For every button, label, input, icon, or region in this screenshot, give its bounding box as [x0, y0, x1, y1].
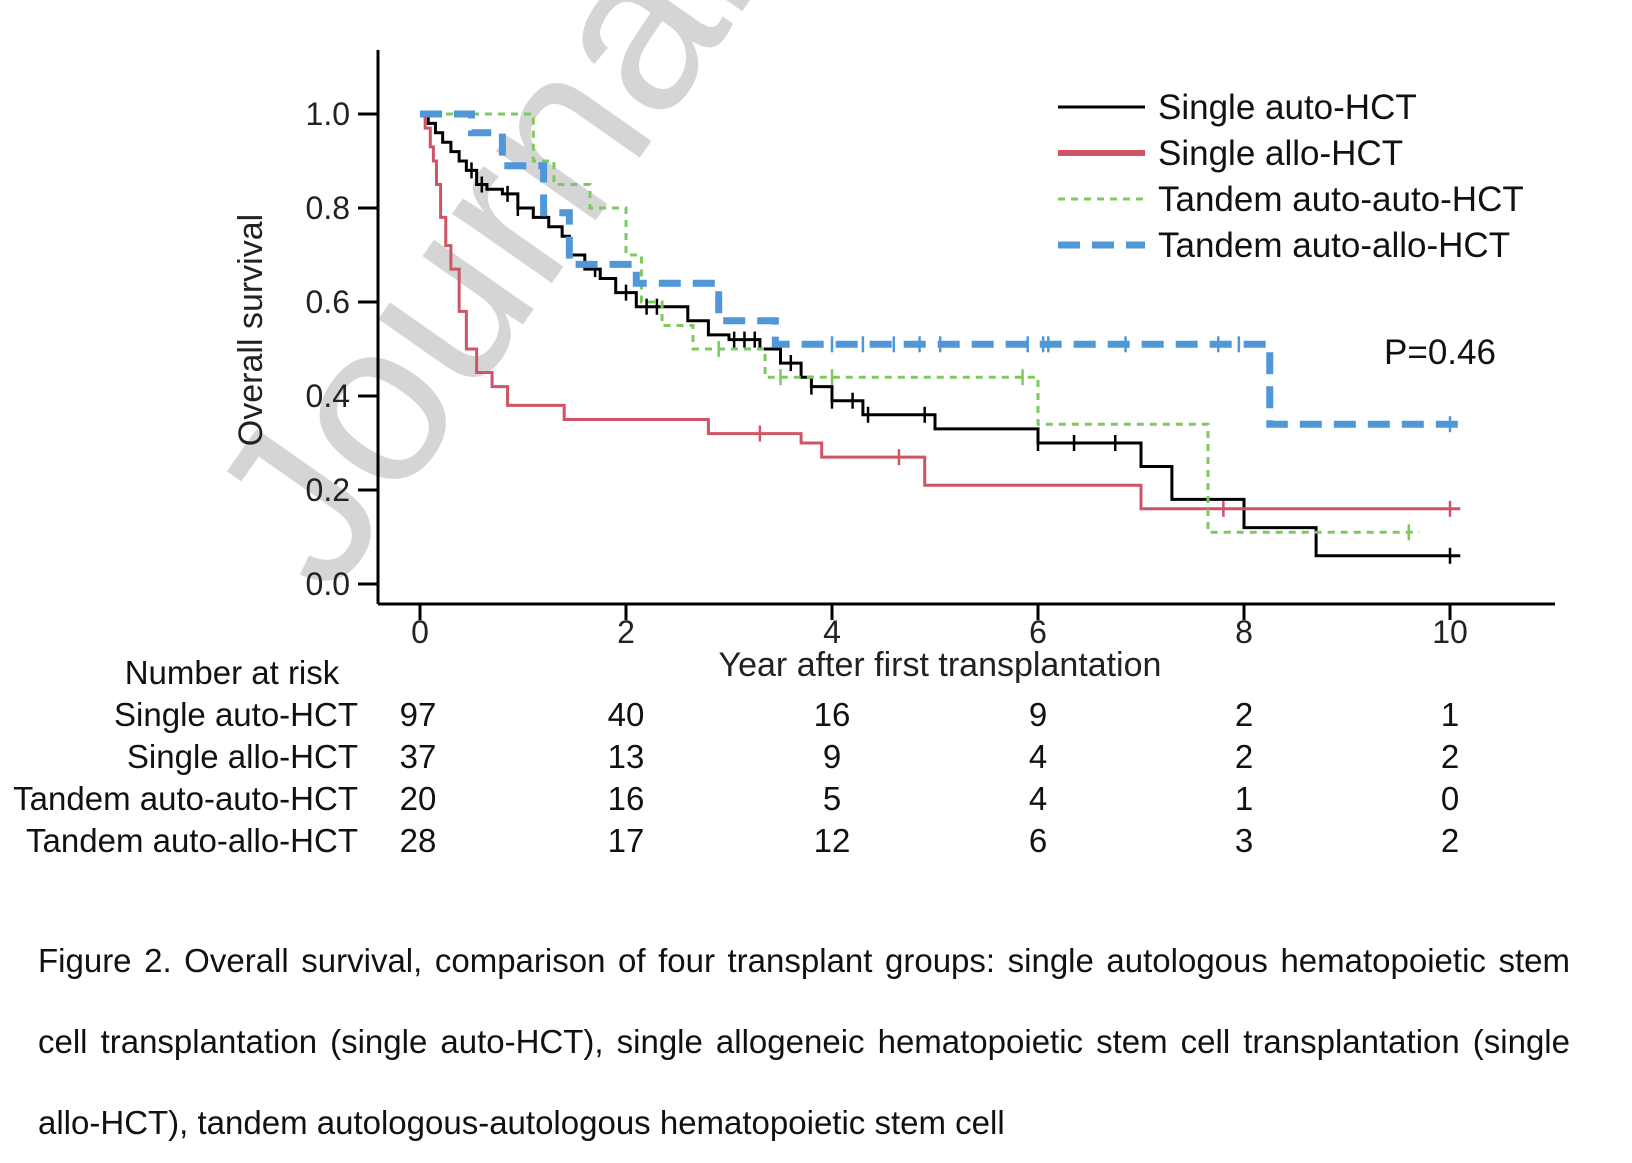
x-tick-label: 10	[1432, 614, 1468, 650]
y-axis-title: Overall survival	[232, 214, 270, 446]
risk-value: 1	[1235, 780, 1253, 817]
legend-label-0: Single auto-HCT	[1158, 88, 1417, 127]
risk-value: 4	[1029, 780, 1047, 817]
risk-value: 5	[823, 780, 841, 817]
x-tick-label: 0	[411, 614, 429, 650]
x-tick-label: 2	[617, 614, 635, 650]
series-line-2	[420, 112, 1420, 534]
risk-value: 2	[1235, 696, 1253, 733]
series-layer	[420, 110, 1461, 564]
risk-value: 3	[1235, 822, 1253, 859]
axes: 0.0 0.2 0.4 0.6 0.8 1.0 0 2 4 6 8 10	[306, 50, 1555, 650]
x-axis-title: Year after first transplantation	[719, 646, 1162, 684]
series-line-1	[420, 112, 1461, 511]
risk-value: 16	[608, 780, 645, 817]
risk-value: 40	[608, 696, 645, 733]
risk-value: 1	[1441, 696, 1459, 733]
risk-value: 2	[1441, 822, 1459, 859]
risk-value: 2	[1441, 738, 1459, 775]
risk-value: 9	[823, 738, 841, 775]
km-survival-chart: Journal Pre-proof 0.00.20.40.60.81.00246…	[13, 0, 1555, 859]
risk-value: 2	[1235, 738, 1253, 775]
legend: Single auto-HCT Single allo-HCT Tandem aut…	[1058, 88, 1524, 265]
series-line-0	[420, 112, 1461, 558]
risk-value: 97	[400, 696, 437, 733]
x-tick-label: 6	[1029, 614, 1047, 650]
risk-row-label: Tandem auto-allo-HCT	[26, 822, 358, 859]
y-tick-label: 0.4	[306, 378, 350, 414]
legend-label-3: Tandem auto-allo-HCT	[1158, 226, 1510, 265]
risk-row-label: Single allo-HCT	[127, 738, 358, 775]
risk-value: 37	[400, 738, 437, 775]
x-tick-label: 8	[1235, 614, 1253, 650]
x-tick-label: 4	[823, 614, 841, 650]
risk-value: 28	[400, 822, 437, 859]
risk-value: 0	[1441, 780, 1459, 817]
risk-row-label: Single auto-HCT	[114, 696, 358, 733]
y-tick-label: 0.8	[306, 190, 350, 226]
legend-label-1: Single allo-HCT	[1158, 134, 1403, 173]
p-value-annotation: P=0.46	[1384, 333, 1496, 372]
risk-value: 17	[608, 822, 645, 859]
risk-value: 6	[1029, 822, 1047, 859]
risk-value: 4	[1029, 738, 1047, 775]
figure-caption: Figure 2. Overall survival, comparison o…	[38, 942, 1570, 1141]
y-tick-label: 0.0	[306, 566, 350, 602]
risk-table: Number at risk Single auto-HCT 97 40 16 9 2 1S…	[13, 654, 1459, 859]
risk-value: 16	[814, 696, 851, 733]
legend-label-2: Tandem auto-auto-HCT	[1158, 180, 1524, 219]
risk-value: 12	[814, 822, 851, 859]
risk-row-label: Tandem auto-auto-HCT	[13, 780, 358, 817]
risk-value: 20	[400, 780, 437, 817]
risk-value: 9	[1029, 696, 1047, 733]
y-tick-label: 0.2	[306, 472, 350, 508]
risk-table-title: Number at risk	[125, 654, 340, 691]
risk-value: 13	[608, 738, 645, 775]
y-tick-label: 0.6	[306, 284, 350, 320]
y-tick-label: 1.0	[306, 96, 350, 132]
